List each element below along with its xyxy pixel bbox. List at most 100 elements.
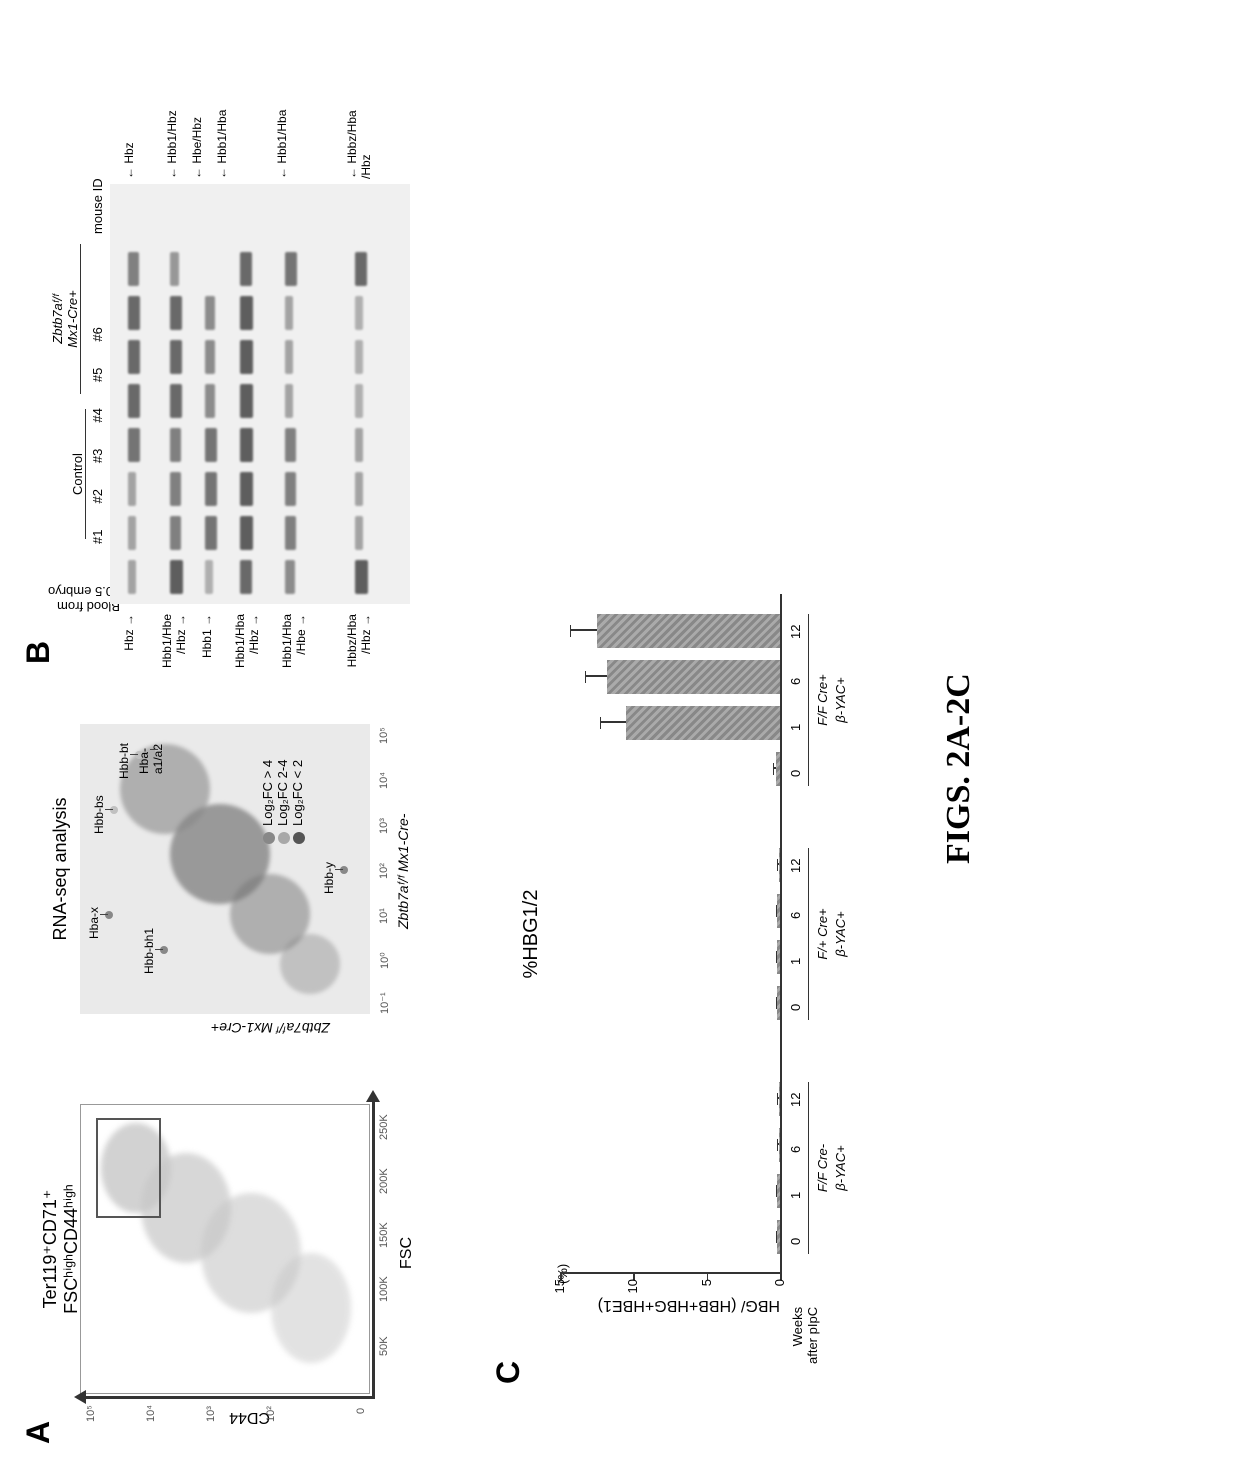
gel-band: [355, 296, 363, 330]
gel-band: [355, 340, 363, 374]
gel-band: [170, 340, 182, 374]
ytick-label: 0: [772, 1279, 787, 1304]
gel-band: [205, 472, 217, 506]
rnaseq-xtick: 10³: [378, 818, 390, 834]
ytick-label: 10: [625, 1279, 640, 1304]
gel-band: [170, 516, 181, 550]
gel-band: [170, 252, 179, 286]
bar-chart: [560, 574, 820, 1274]
lane-labels: #1 #2 #3 #4 #5 #6: [90, 327, 105, 544]
lane-label: #4: [90, 408, 105, 422]
weeks-label: Weeks after pIpC: [790, 1307, 820, 1364]
xtick-label: 6: [788, 1146, 803, 1153]
rnaseq-xtick: 10⁻¹: [378, 992, 391, 1014]
gene-dot: [110, 806, 118, 814]
panel-a-label: A: [20, 1421, 57, 1444]
rnaseq-xtick: 10⁵: [378, 727, 390, 744]
rnaseq-plot: Hba-xHbb-bh1Hbb-bsHbb-btHba-a1/a2Hbb-y: [80, 724, 370, 1014]
facs-plot: [80, 1104, 370, 1394]
gel-band: [240, 472, 253, 506]
gel-band: [285, 472, 296, 506]
lane-label: #6: [90, 327, 105, 341]
gel-band: [205, 384, 215, 418]
lane-label: #5: [90, 368, 105, 382]
band-label-left: Hbb1/Hba /Hbz →: [233, 614, 261, 694]
gel-band: [285, 516, 296, 550]
gel-band: [170, 560, 183, 594]
gel-band: [128, 296, 140, 330]
xtick-label: 1: [788, 724, 803, 731]
gel-band: [128, 340, 140, 374]
mouse-id-label: mouse ID: [90, 178, 105, 234]
facs-gate: [96, 1118, 161, 1218]
gel-band: [355, 516, 363, 550]
rnaseq-x-label: Zbtb7aᶠ/ᶠ Mx1-Cre-: [395, 814, 411, 929]
facs-xtick: 200K: [378, 1168, 390, 1194]
gel-band: [355, 472, 363, 506]
gel-image: [110, 184, 410, 604]
rnaseq-xtick: 10⁰: [378, 952, 391, 969]
gel-band: [355, 560, 368, 594]
xtick-label: 6: [788, 912, 803, 919]
gel-band: [285, 296, 293, 330]
rnaseq-title: RNA-seq analysis: [50, 724, 71, 1014]
ytick-label: 5: [699, 1279, 714, 1304]
gel-band: [285, 340, 293, 374]
band-label-left: Hbz →: [122, 614, 136, 694]
xtick-label: 0: [788, 770, 803, 777]
gel-band: [285, 560, 295, 594]
xtick-label: 6: [788, 678, 803, 685]
gene-label: Hbb-bh1: [142, 928, 156, 974]
facs-title-line1: Ter119⁺CD71⁺: [40, 1190, 60, 1309]
facs-title-line2: FSCʰⁱᵍʰCD44ʰⁱᵍʰ: [61, 1184, 81, 1314]
gel-band: [170, 384, 182, 418]
gel-band: [355, 428, 363, 462]
gene-dot: [160, 946, 168, 954]
xtick-label: 12: [788, 625, 803, 639]
xtick-label: 0: [788, 1004, 803, 1011]
facs-ytick: 0: [355, 1408, 367, 1414]
bar: [779, 1082, 780, 1116]
band-label-right: ← Hbb1/Hbz: [165, 110, 179, 179]
gel-band: [240, 340, 253, 374]
facs-title: Ter119⁺CD71⁺ FSCʰⁱᵍʰCD44ʰⁱᵍʰ: [40, 1104, 82, 1394]
facs-ytick: 10²: [265, 1406, 277, 1422]
lane-label: #1: [90, 530, 105, 544]
rnaseq-xtick: 10¹: [378, 908, 390, 924]
gene-label: Hbb-bs: [92, 795, 106, 834]
facs-x-label: FSC: [398, 1237, 416, 1269]
band-label-right: ← Hbbz/Hba /Hbz: [345, 110, 373, 179]
gel-band: [355, 384, 363, 418]
band-label-left: Hbb1 →: [200, 614, 214, 694]
bar: [779, 848, 780, 882]
gel-band: [205, 340, 215, 374]
xtick-label: 12: [788, 859, 803, 873]
band-label-left: Hbb1/Hbe /Hbz →: [160, 614, 188, 694]
figure-caption: FIGS. 2A-2C: [940, 673, 978, 864]
band-label-right: ← Hbz: [122, 142, 136, 179]
legend-label: Log₂FC > 4: [260, 760, 275, 826]
gel-band: [128, 516, 136, 550]
gel-band: [170, 472, 181, 506]
bar: [597, 614, 780, 648]
bar: [777, 1220, 780, 1254]
gel-band: [240, 296, 253, 330]
gene-label: Hba-x: [87, 907, 101, 939]
facs-ytick: 10³: [205, 1406, 217, 1422]
bar: [777, 940, 780, 974]
gel-band: [240, 252, 252, 286]
bar: [777, 986, 780, 1020]
gel-band: [240, 516, 253, 550]
group-geno2: β-YAC+: [833, 1082, 848, 1254]
gel-band: [285, 252, 297, 286]
rnaseq-xtick: 10²: [378, 863, 390, 879]
gel-band: [128, 472, 136, 506]
group-geno2: β-YAC+: [833, 848, 848, 1020]
gene-dot: [340, 866, 348, 874]
figure-container: A Ter119⁺CD71⁺ FSCʰⁱᵍʰCD44ʰⁱᵍʰ CD44 FSC …: [0, 0, 1240, 1484]
facs-x-axis: [372, 1099, 375, 1399]
bar: [777, 894, 780, 928]
xtick-label: 0: [788, 1238, 803, 1245]
gel-band: [240, 428, 253, 462]
gel-band: [285, 384, 293, 418]
